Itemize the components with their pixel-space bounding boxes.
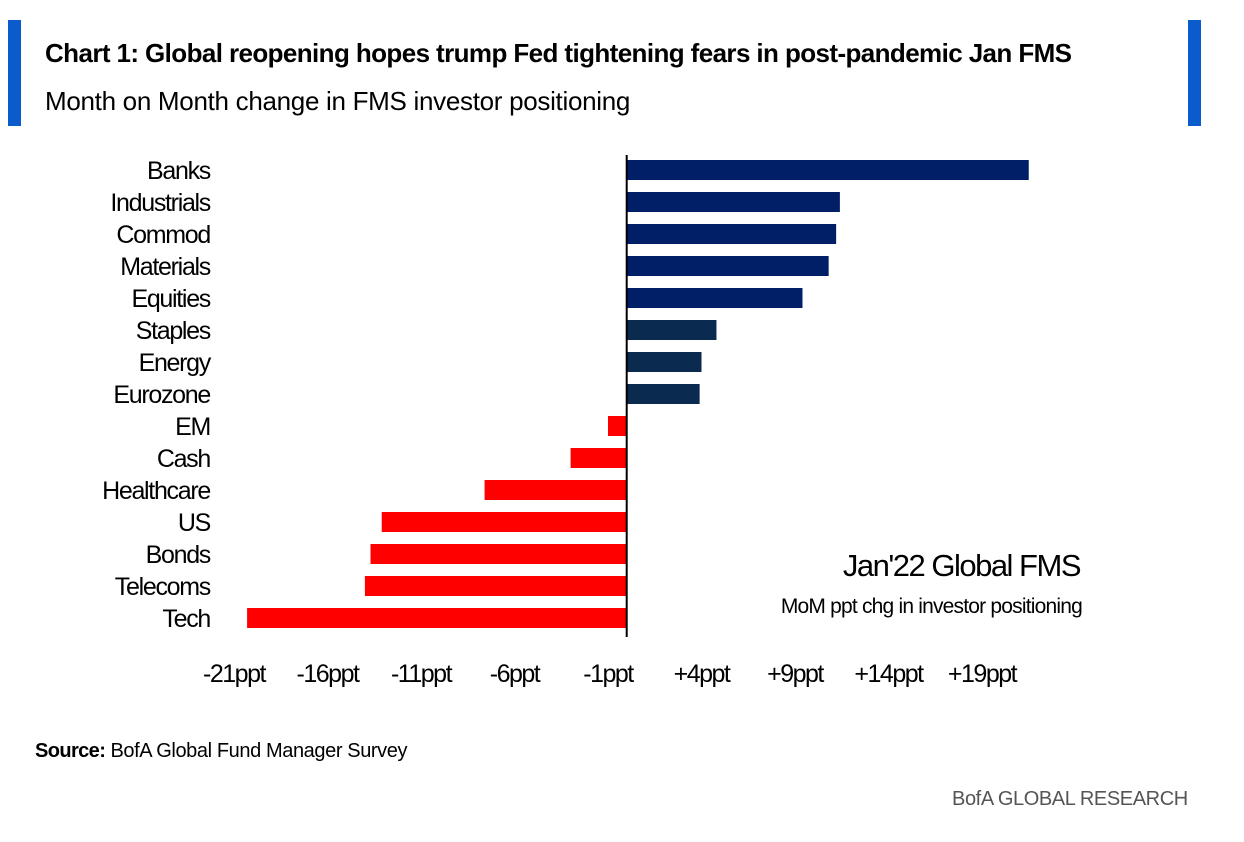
annotation-subtitle: MoM ppt chg in investor positioning bbox=[781, 595, 1082, 618]
category-label: Cash bbox=[157, 445, 211, 473]
category-label: Telecoms bbox=[115, 573, 211, 601]
chart-subtitle: Month on Month change in FMS investor po… bbox=[45, 86, 631, 116]
bar-telecoms bbox=[364, 576, 627, 596]
category-label: Healthcare bbox=[102, 477, 210, 505]
annotation-title: Jan'22 Global FMS bbox=[843, 548, 1081, 583]
bar-healthcare bbox=[484, 480, 627, 500]
bar-cash bbox=[570, 448, 627, 468]
x-tick-label: -11ppt bbox=[391, 660, 453, 688]
category-label: Industrials bbox=[110, 189, 210, 217]
category-label: Equities bbox=[131, 285, 210, 313]
bar-equities bbox=[626, 288, 803, 308]
bar-materials bbox=[626, 256, 829, 276]
source-label: Source: bbox=[35, 740, 106, 762]
x-tick-label: +4ppt bbox=[674, 660, 731, 688]
bar-eurozone bbox=[626, 384, 700, 404]
x-tick-label: -21ppt bbox=[203, 660, 266, 688]
right-accent-bar bbox=[1188, 20, 1201, 126]
bar-staples bbox=[626, 320, 717, 340]
bar-energy bbox=[626, 352, 702, 372]
brand-footer: BofA GLOBAL RESEARCH bbox=[952, 788, 1188, 810]
category-label: Eurozone bbox=[113, 381, 210, 409]
category-label: Bonds bbox=[146, 541, 211, 569]
bar-banks bbox=[626, 160, 1029, 180]
x-tick-label: -1ppt bbox=[583, 660, 634, 688]
category-label: Commod bbox=[116, 221, 210, 249]
category-label: Staples bbox=[136, 317, 211, 345]
left-accent-bar bbox=[8, 20, 21, 126]
category-label: Energy bbox=[139, 349, 212, 377]
x-tick-label: +14ppt bbox=[854, 660, 924, 688]
x-tick-label: -6ppt bbox=[490, 660, 541, 688]
category-label: Tech bbox=[162, 605, 210, 633]
category-label: Banks bbox=[147, 157, 211, 185]
bar-em bbox=[608, 416, 627, 436]
x-tick-label: -16ppt bbox=[297, 660, 360, 688]
bar-us bbox=[381, 512, 627, 532]
x-tick-label: +19ppt bbox=[948, 660, 1018, 688]
x-tick-label: +9ppt bbox=[767, 660, 824, 688]
category-label: US bbox=[178, 509, 211, 537]
chart-title: Chart 1: Global reopening hopes trump Fe… bbox=[45, 38, 1072, 68]
bar-commod bbox=[626, 224, 837, 244]
bar-bonds bbox=[370, 544, 627, 564]
bar-tech bbox=[247, 608, 627, 628]
source-text: BofA Global Fund Manager Survey bbox=[110, 740, 408, 762]
bar-industrials bbox=[626, 192, 840, 212]
category-label: Materials bbox=[120, 253, 211, 281]
source-note: Source: BofA Global Fund Manager Survey bbox=[35, 740, 408, 763]
category-label: EM bbox=[175, 413, 210, 441]
